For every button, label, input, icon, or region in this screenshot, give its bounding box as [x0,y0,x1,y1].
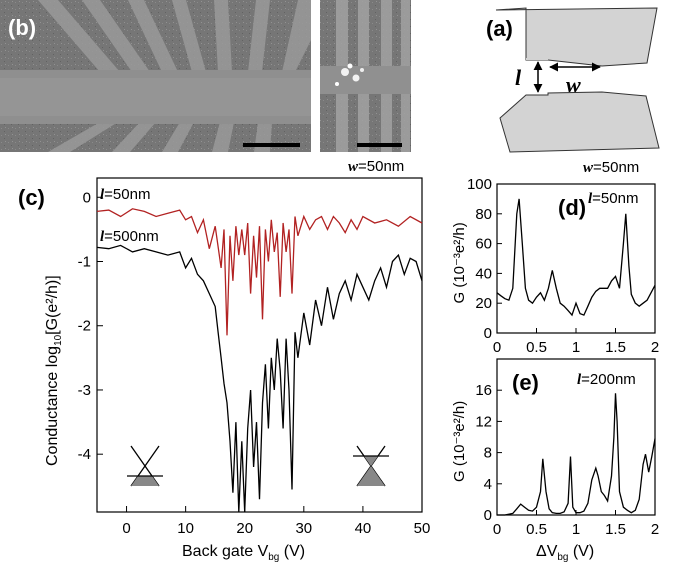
x-tick-label-e: 1 [572,521,580,538]
x-tick-label-d: 0.5 [526,339,547,356]
dirac-cone-icon-filled-above [353,445,389,487]
x-tick-label-d: 1.5 [605,339,626,356]
panel-label-d: (d) [558,195,586,220]
series-label-c-1: l=500nm [100,228,159,245]
annotation-width-c: w=50nm [348,158,404,175]
y-tick-label-e: 8 [484,445,492,462]
y-tick-label-d: 0 [484,325,492,342]
micrograph-left [0,0,311,152]
panel-label-a: (a) [486,16,513,41]
series-line-c-1 [96,244,423,513]
x-tick-label-c: 20 [236,520,253,537]
y-tick-label-c: -4 [78,446,91,463]
width-label: w [566,72,581,97]
x-tick-label-e: 0 [493,521,501,538]
panel-label-c: (c) [18,185,45,210]
x-tick-label-d: 1 [572,339,580,356]
cone-fill [131,476,159,486]
y-tick-label-c: -3 [78,382,91,399]
y-tick-label-d: 20 [475,295,492,312]
length-label: l [515,65,522,90]
series-label-c-0: l=50nm [100,186,150,203]
x-axis-label-e: ΔVbg (V) [536,543,594,563]
cone-fill [364,456,378,466]
x-tick-label-e: 0.5 [526,521,547,538]
y-axis-label-c: Conductance log10[G(e²/h)] [44,275,64,466]
y-tick-label-c: -2 [78,318,91,335]
x-tick-label-c: 0 [122,520,130,537]
y-tick-label-c: 0 [83,189,91,206]
panel-label-b: (b) [8,15,36,40]
y-tick-label-e: 4 [484,476,492,493]
panel-c: 0 10 20 30 40 50 0 -1 -2 -3 -4 l=50nm l=500nm w=50nm B… [44,158,430,563]
x-tick-label-c: 40 [355,520,372,537]
x-tick-label-c: 10 [177,520,194,537]
y-tick-label-e: 0 [484,507,492,524]
plot-frame-c [96,177,423,513]
y-tick-label-e: 16 [475,382,492,399]
panel-label-e: (e) [512,370,539,395]
y-axis-label-e: G (10⁻³e²/h) [451,401,468,482]
y-tick-label-e: 12 [475,413,492,430]
x-axis-label-c: Back gate Vbg (V) [182,543,305,563]
cone-fill [357,456,385,486]
y-tick-label-d: 100 [467,176,492,193]
series-line-e-0 [497,393,656,516]
annotation-length-d: l=50nm [588,190,638,207]
x-tick-label-d: 0 [493,339,501,356]
annotation-width-d: w=50nm [583,159,639,176]
y-tick-label-d: 60 [475,236,492,253]
constriction-schematic [495,7,660,153]
dirac-cone-icon-filled-below [127,445,163,487]
panel-e: 0 0.5 1 1.5 2 0 4 8 12 16 G (10⁻³e²/h) l=200nm ΔVbg … [451,358,659,563]
x-tick-label-c: 30 [295,520,312,537]
x-tick-label-e: 2 [651,521,659,538]
y-axis-label-d: G (10⁻³e²/h) [451,222,468,303]
x-tick-label-d: 2 [651,339,659,356]
y-tick-label-d: 80 [475,206,492,223]
x-tick-label-e: 1.5 [605,521,626,538]
micrograph-right [320,0,411,152]
y-tick-label-c: -1 [78,254,91,271]
y-tick-label-d: 40 [475,265,492,282]
annotation-length-e: l=200nm [577,371,636,388]
series-line-c-0 [96,208,423,336]
x-tick-label-c: 50 [414,520,431,537]
series-line-d-0 [496,198,656,317]
